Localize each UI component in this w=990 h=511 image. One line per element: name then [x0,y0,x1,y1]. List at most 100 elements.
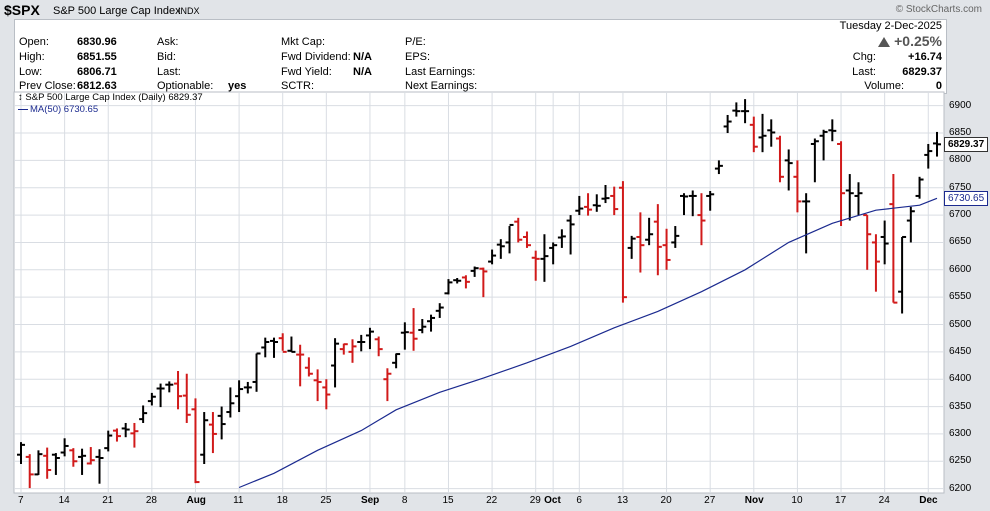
ohlc-bar [653,204,662,276]
ohlc-bar [871,234,880,292]
quote-panel: Open: 6830.96 High: 6851.55 Low: 6806.71… [14,19,947,94]
fwd-yield-value: N/A [353,66,372,78]
ohlc-bar [680,193,689,216]
y-tick-label: 6400 [949,373,972,385]
ohlc-bar [304,357,313,377]
ohlc-bar [17,442,25,465]
ohlc-bar [749,116,758,153]
y-tick-label: 6350 [949,400,972,412]
ohlc-bar [557,229,566,248]
chg-value: +16.74 [908,51,942,63]
ohlc-bar [217,406,226,440]
ohlc-bar [915,176,924,199]
ohlc-bar [182,373,191,423]
symbol: $SPX [4,2,40,18]
fwd-dividend-label: Fwd Dividend: [281,51,351,63]
mktcap-label: Mkt Cap: [281,36,326,48]
optionable-value: yes [228,80,247,92]
x-tick-label: 13 [616,495,629,506]
ohlc-bar [174,371,183,410]
ohlc-bar [269,337,278,358]
ohlc-bar [575,195,584,216]
ohlc-bar [374,336,383,357]
x-tick-label: 25 [320,495,332,506]
ohlc-bar [880,220,889,265]
low-label: Low: [19,66,43,78]
ohlc-bar [121,422,130,438]
ohlc-bar [60,438,69,457]
low-value: 6806.71 [77,66,117,78]
ohlc-bar [636,212,645,273]
y-tick-label: 6850 [949,127,972,139]
ohlc-bar [357,334,366,352]
x-tick-label: Dec [919,495,938,506]
ohlc-bar [470,266,479,277]
high-label: High: [19,51,45,63]
y-tick-label: 6300 [949,427,972,439]
security-name: S&P 500 Large Cap Index [53,5,181,17]
ohlc-bar [741,99,750,124]
ohlc-bar [243,381,252,394]
ma50-line [238,197,938,489]
x-tick-label: 21 [102,495,114,506]
ohlc-bar [645,217,654,246]
x-tick-label: Nov [744,495,764,506]
ohlc-bar [889,174,898,304]
ohlc-bar [208,412,217,454]
ohlc-bar [662,228,671,270]
ohlc-bar [828,119,837,142]
ohlc-bar [714,160,723,175]
up-triangle-icon [878,37,891,47]
ohlc-bar [697,193,706,246]
y-tick-label: 6800 [949,154,972,166]
exchange: INDX [178,6,200,16]
title-bar: $SPX S&P 500 Large Cap Index INDX © Stoc… [0,0,990,20]
ohlc-bar [444,279,453,295]
y-tick-label: 6550 [949,291,972,303]
ohlc-bar [854,182,863,216]
ohlc-bar [723,114,732,134]
ohlc-bar [688,190,697,217]
bid-label: Bid: [157,51,176,63]
ohlc-bar [802,193,811,254]
ohlc-bar [540,234,549,282]
ohlc-bar [313,369,322,402]
x-tick-label: 8 [401,495,408,506]
ohlc-bar [522,231,531,248]
ohlc-bar [226,387,235,418]
ohlc-bar [112,428,121,442]
x-tick-label: 7 [18,495,24,506]
ohlc-bar [933,131,941,157]
ohlc-bar [549,242,558,265]
ohlc-bar [584,193,593,216]
fwd-yield-label: Fwd Yield: [281,66,332,78]
ohlc-bar [627,235,636,259]
ohlc-bar [86,447,95,465]
open-label: Open: [19,36,49,48]
y-tick-label: 6600 [949,263,972,275]
x-tick-label: 17 [835,495,847,506]
ohlc-bar [924,143,933,169]
ohlc-bar [104,430,113,452]
ohlc-bar [732,102,741,117]
x-tick-label: 15 [442,495,454,506]
x-tick-label: 18 [276,495,288,506]
last-label: Last: [157,66,181,78]
y-tick-label: 6750 [949,181,972,193]
ohlc-bar [51,453,60,475]
ohlc-bar [819,129,828,161]
volume-value: 0 [935,80,942,92]
x-tick-label: 10 [791,495,803,506]
ohlc-bar [505,223,514,254]
ohlc-bar [496,239,505,259]
x-tick-label: 6 [576,495,582,506]
ohlc-bar [252,352,261,392]
last-price-flag: 6829.37 [944,137,989,153]
legend-ma-text: MA(50) 6730.65 [30,104,99,115]
ohlc-bar [147,392,156,406]
ohlc-bar [34,450,43,476]
ohlc-bar [706,191,715,211]
ohlc-bar [793,160,802,213]
ohlc-bar [601,185,610,204]
